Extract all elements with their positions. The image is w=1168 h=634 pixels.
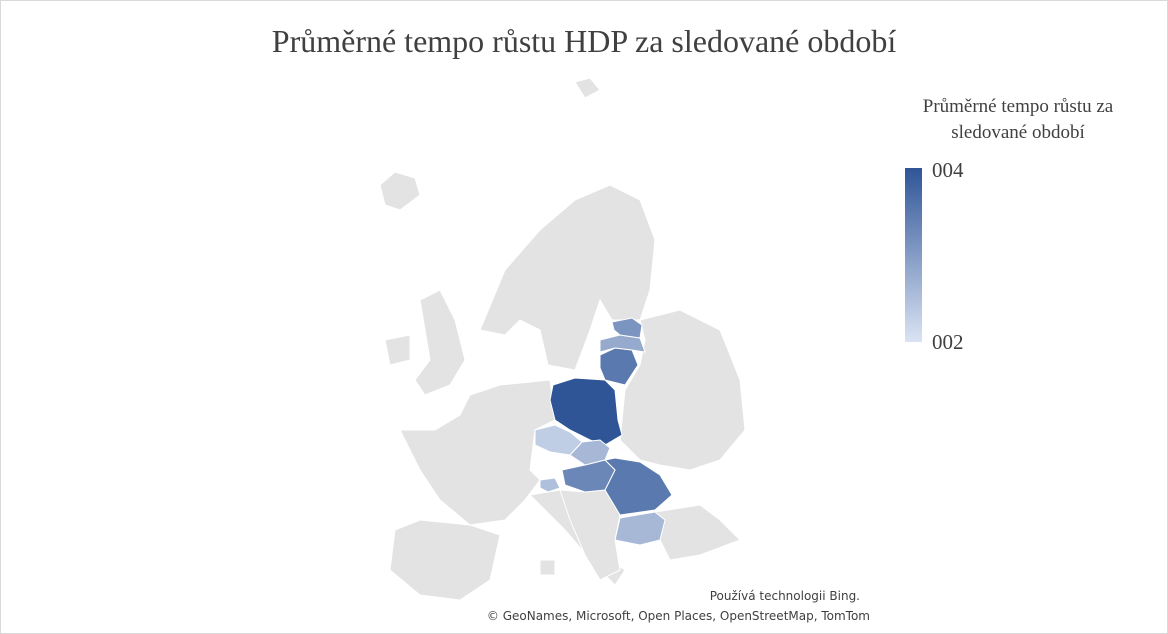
attribution: Používá technologii Bing. <box>710 589 860 603</box>
legend-title-line: Průměrné tempo růstu za <box>923 96 1114 117</box>
region[interactable] <box>614 511 666 546</box>
region[interactable] <box>539 477 561 493</box>
legend-title-line: sledované období <box>951 122 1085 143</box>
legend-ticks: 004 002 <box>932 158 964 354</box>
region[interactable] <box>549 377 623 446</box>
countries <box>534 317 673 546</box>
attribution: © GeoNames, Microsoft, Open Places, Open… <box>487 609 870 623</box>
legend-title: Průměrné tempo růstu za sledované období <box>923 96 1114 143</box>
legend-tick-label: 004 <box>932 158 964 182</box>
legend-tick-label: 002 <box>932 330 964 354</box>
color-bar <box>905 168 922 342</box>
base-map <box>379 77 746 601</box>
chart-title: Průměrné tempo růstu HDP za sledované ob… <box>272 23 897 59</box>
region[interactable] <box>611 317 643 339</box>
region[interactable] <box>534 424 583 456</box>
